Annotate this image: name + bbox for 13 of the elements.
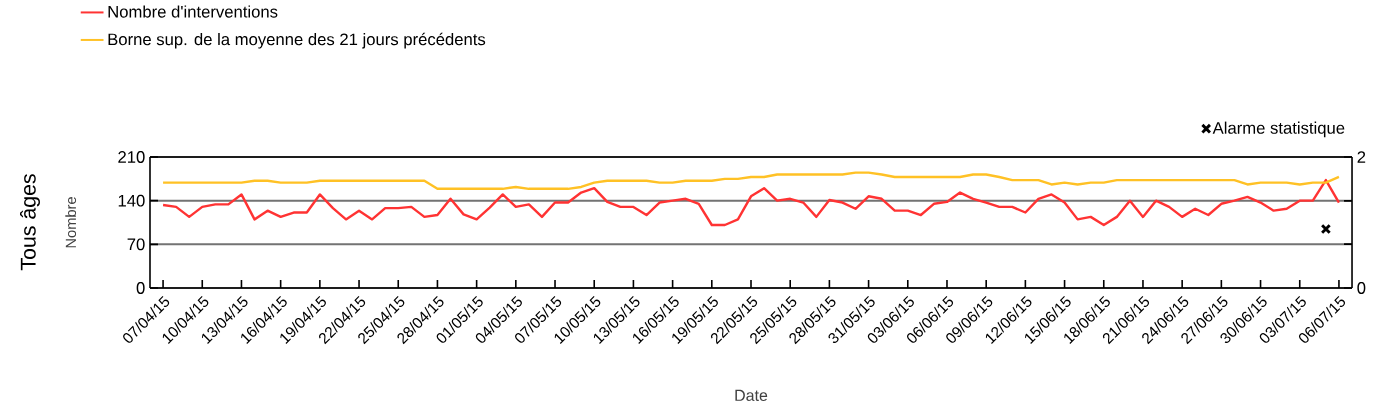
y-tick-label: 140 [118,194,145,207]
y2-tick-label: 2 [1357,151,1366,163]
y2-tick-label: 0 [1357,282,1366,294]
text: Tous âges [20,174,40,271]
y-tick-label: 70 [127,238,145,251]
y-axis-title: Nombre [65,197,77,248]
y-tick-label: 210 [118,151,145,163]
legend-label: Nombre d'interventions [108,5,278,18]
line-series [161,178,1341,227]
x-axis-title: Date [735,389,768,401]
legend-label: Borne sup. de la moyenne des 21 jours précédents [108,32,486,49]
legend-label: Alarme statistique [1212,121,1345,138]
y-tick-label: 0 [136,282,145,294]
